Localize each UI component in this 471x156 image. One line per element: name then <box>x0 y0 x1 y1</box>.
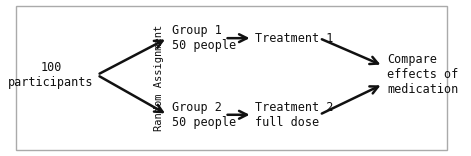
Text: Treatment 1: Treatment 1 <box>255 32 334 45</box>
Text: Random Assignment: Random Assignment <box>154 25 164 131</box>
Text: Treatment 2
full dose: Treatment 2 full dose <box>255 101 334 129</box>
Text: 100
participants: 100 participants <box>8 61 94 89</box>
FancyBboxPatch shape <box>16 6 447 150</box>
Text: Group 1
50 people: Group 1 50 people <box>172 24 236 52</box>
Text: Group 2
50 people: Group 2 50 people <box>172 101 236 129</box>
Text: Compare
effects of
medication: Compare effects of medication <box>388 54 459 96</box>
